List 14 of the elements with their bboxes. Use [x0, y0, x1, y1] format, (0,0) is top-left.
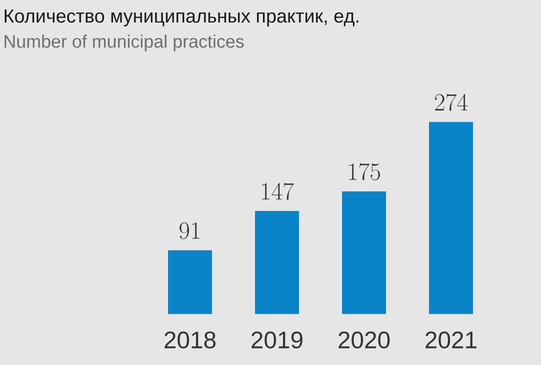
x-tick-label: 2019 [252, 332, 302, 348]
bar [255, 210, 300, 314]
x-tick-label: 2021 [426, 332, 476, 348]
chart-subtitle: Number of municipal practices [4, 34, 244, 52]
data-label: 175 [349, 163, 380, 180]
bar [429, 122, 474, 314]
bar [342, 191, 386, 314]
data-label: 147 [262, 182, 294, 200]
bar [168, 250, 212, 314]
x-tick-label: 2018 [164, 332, 216, 348]
x-tick-label: 2020 [338, 332, 390, 348]
chart-title: Количество муниципальных практик, ед. [4, 10, 358, 26]
data-label: 274 [434, 94, 468, 111]
data-label: 91 [180, 222, 200, 240]
